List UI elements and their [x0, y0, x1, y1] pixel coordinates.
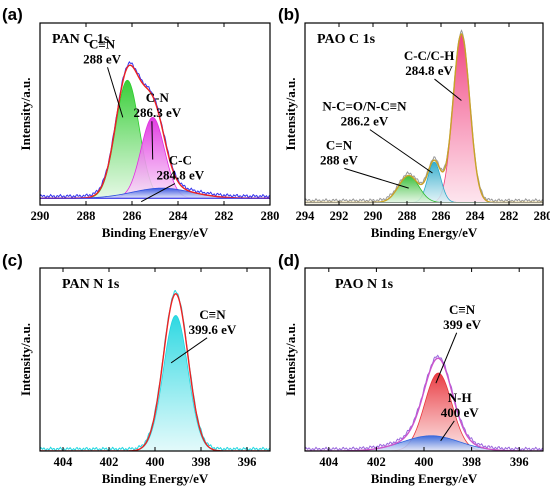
annotation-label: C≡N — [449, 302, 476, 317]
annotation-label: C-N — [146, 90, 170, 105]
annotation-value: 286.2 eV — [341, 114, 389, 129]
x-axis-label: Binding Energy/eV — [371, 225, 478, 240]
x-axis-label: Binding Energy/eV — [102, 225, 209, 240]
x-tick-label: 280 — [261, 209, 280, 223]
x-tick-label: 286 — [432, 209, 451, 223]
panel-pao-c1s: 294 292 290 288 286 284 282 280 Binding Energy/e… — [278, 5, 550, 240]
plot-area — [40, 61, 270, 199]
annotation-label: C≡N — [89, 36, 116, 51]
plot-frame — [304, 22, 544, 206]
panel-title: PAN C 1s — [52, 32, 110, 47]
x-tick-label: 396 — [510, 455, 529, 469]
peak-0 — [305, 372, 543, 451]
annotation-value: 286.3 eV — [133, 105, 181, 120]
x-tick-label: 396 — [238, 455, 257, 469]
y-axis-label: Intensity/a.u. — [18, 78, 33, 151]
y-axis-label: Intensity/a.u. — [283, 323, 298, 396]
panel-letter: (c) — [2, 251, 23, 270]
raw-data-line — [40, 61, 270, 199]
x-tick-label: 400 — [146, 455, 165, 469]
x-tick-label: 290 — [364, 209, 383, 223]
x-tick-label: 284 — [169, 209, 189, 223]
x-tick-label: 282 — [215, 209, 234, 223]
x-axis-label: Binding Energy/eV — [102, 471, 209, 486]
annotation-label: C-C/C-H — [404, 48, 455, 63]
x-tick-label: 402 — [100, 455, 119, 469]
x-tick-label: 294 — [296, 209, 316, 223]
plot-frame — [39, 22, 271, 206]
x-tick-label: 402 — [367, 455, 386, 469]
annotation-label: N-H — [448, 390, 472, 405]
panel-letter: (d) — [278, 251, 300, 270]
x-tick-label: 404 — [54, 455, 74, 469]
x-tick-label: 404 — [319, 455, 339, 469]
peak-0 — [40, 315, 270, 451]
panel-title: PAO N 1s — [335, 277, 394, 292]
x-tick-label: 292 — [330, 209, 349, 223]
panel-pan-c1s: 290 288 286 284 282 280 Binding Energy/eV Inten… — [2, 5, 279, 240]
panel-letter: (b) — [278, 5, 300, 24]
x-tick-label: 282 — [500, 209, 519, 223]
annotation-value: 288 eV — [83, 51, 122, 66]
annotation-arrow — [369, 129, 433, 174]
annotation-label: C-C — [169, 153, 192, 168]
annotation-arrow — [151, 121, 154, 160]
annotation-label: N-C=O/N-C≡N — [322, 99, 407, 114]
annotation-arrow — [344, 167, 409, 189]
annotation-arrow — [440, 420, 455, 442]
panel-pan-n1s: 404 402 400 398 396 Binding Energy/eV Intensit… — [2, 251, 271, 486]
y-axis-label: Intensity/a.u. — [283, 78, 298, 151]
annotation-value: 284.8 eV — [405, 63, 453, 78]
x-tick-label: 290 — [31, 209, 50, 223]
annotation-value: 288 eV — [320, 152, 359, 167]
x-tick-label: 288 — [77, 209, 96, 223]
annotation-arrow — [434, 78, 462, 101]
panel-pao-n1s: 404 402 400 398 396 Binding Energy/eV Intensit… — [278, 251, 544, 486]
x-axis-label: Binding Energy/eV — [371, 471, 478, 486]
annotation-arrow — [435, 332, 458, 384]
annotation-arrow — [107, 67, 124, 118]
peak-1 — [40, 117, 270, 199]
raw-data-line — [305, 29, 543, 203]
plot-area — [40, 289, 270, 451]
annotation-label: C≡N — [199, 307, 226, 322]
annotation-arrow — [140, 183, 176, 203]
annotation-label: C=N — [326, 137, 353, 152]
annotation-value: 400 eV — [441, 405, 480, 420]
x-tick-label: 398 — [462, 455, 481, 469]
annotation-value: 399.6 eV — [189, 322, 237, 337]
y-axis-label: Intensity/a.u. — [18, 323, 33, 396]
panel-title: PAN N 1s — [62, 277, 120, 292]
x-tick-label: 286 — [123, 209, 142, 223]
x-tick-label: 280 — [534, 209, 550, 223]
panel-title: PAO C 1s — [317, 32, 376, 47]
annotation-value: 284.8 eV — [156, 168, 204, 183]
annotation-value: 399 eV — [443, 317, 482, 332]
x-tick-label: 400 — [415, 455, 434, 469]
panel-letter: (a) — [2, 5, 23, 24]
annotation-arrow — [170, 337, 208, 364]
x-tick-label: 284 — [466, 209, 486, 223]
raw-data-line — [305, 354, 543, 451]
plot-area — [305, 29, 543, 204]
x-tick-label: 288 — [398, 209, 417, 223]
plot-area — [305, 354, 543, 451]
x-tick-label: 398 — [192, 455, 211, 469]
